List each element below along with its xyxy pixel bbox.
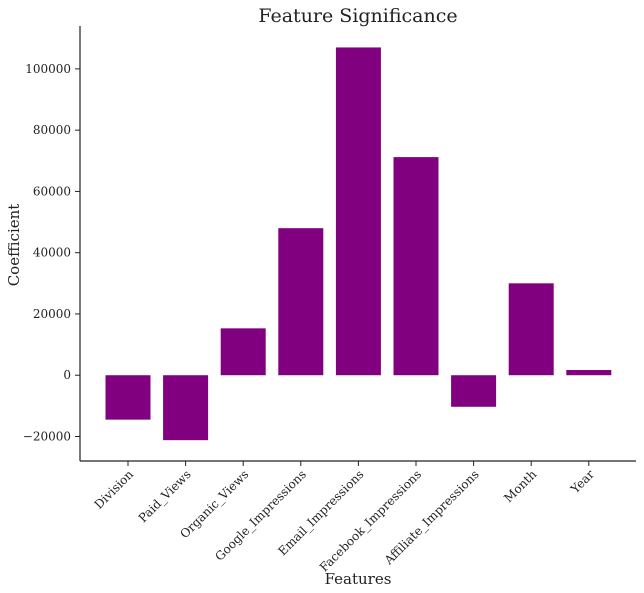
x-tick-label: Month bbox=[501, 467, 539, 505]
bar-year bbox=[566, 370, 612, 376]
y-tick-label: 60000 bbox=[33, 184, 71, 198]
y-tick-label: 80000 bbox=[33, 123, 71, 137]
x-tick-label: Facebook_Impressions bbox=[317, 467, 424, 574]
bar-division bbox=[105, 375, 151, 420]
y-tick-label: 100000 bbox=[25, 62, 71, 76]
x-tick-label: Division bbox=[92, 467, 137, 512]
y-tick-label: −20000 bbox=[23, 429, 71, 443]
x-tick-label: Year bbox=[567, 467, 597, 497]
bar-month bbox=[508, 283, 554, 376]
bar-facebook-impressions bbox=[393, 157, 439, 376]
y-axis-ticks: −20000 0 20000 40000 60000 80000 100000 bbox=[23, 62, 80, 443]
bar-paid-views bbox=[163, 375, 209, 441]
x-tick-label: Affiliate_Impressions bbox=[381, 467, 482, 568]
x-tick-label: Paid_Views bbox=[136, 467, 194, 525]
bar-organic-views bbox=[220, 328, 266, 376]
bar-email-impressions bbox=[335, 47, 381, 376]
bar-affiliate-impressions bbox=[451, 375, 497, 407]
y-axis-label: Coefficient bbox=[5, 204, 23, 287]
bars-group bbox=[105, 47, 612, 441]
bar-google-impressions bbox=[278, 228, 324, 376]
chart-title: Feature Significance bbox=[258, 5, 457, 27]
y-tick-label: 0 bbox=[63, 368, 71, 382]
x-axis-ticks: Division Paid_ViewsOrganic_ViewsGoogle_Im… bbox=[92, 461, 597, 575]
y-tick-label: 40000 bbox=[33, 246, 71, 260]
x-axis-label: Features bbox=[325, 570, 392, 588]
y-tick-label: 20000 bbox=[33, 307, 71, 321]
